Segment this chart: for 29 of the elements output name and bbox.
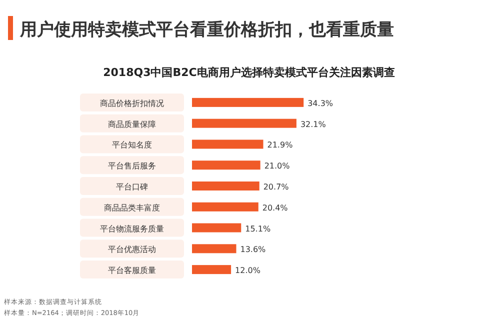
data-label: 20.4% [262, 203, 288, 212]
bar [192, 98, 304, 107]
y-tick-label: 平台口碑 [116, 182, 148, 192]
chart-title: 用户使用特卖模式平台看重价格折扣，也看重质量 [19, 20, 394, 40]
bar [192, 244, 236, 254]
bar [192, 182, 260, 190]
bar [192, 118, 296, 128]
bar [192, 160, 260, 170]
y-tick-label: 平台知名度 [112, 140, 152, 150]
y-tick-label: 平台客服质量 [108, 266, 156, 276]
y-tick-label: 平台优惠活动 [108, 245, 156, 254]
chart-subtitle: 2018Q3中国B2C电商用户选择特卖模式平台关注因素调查 [103, 66, 395, 79]
data-label: 21.0% [264, 162, 290, 171]
data-label: 34.3% [308, 98, 334, 108]
bar [192, 202, 258, 212]
data-label: 15.1% [245, 224, 271, 234]
data-label: 13.6% [240, 245, 266, 254]
data-label: 20.7% [263, 182, 290, 192]
data-label: 12.0% [235, 266, 261, 276]
bar [192, 223, 242, 232]
y-tick-label: 商品价格折扣情况 [100, 98, 164, 108]
y-tick-label: 平台售后服务 [108, 162, 156, 171]
bar [192, 265, 232, 274]
data-label: 32.1% [300, 120, 326, 129]
bar [192, 140, 264, 149]
y-tick-label: 平台物流服务质量 [100, 224, 164, 234]
y-tick-label: 商品品类丰富度 [104, 203, 160, 212]
y-tick-label: 商品质量保障 [108, 120, 156, 129]
data-label: 21.9% [267, 140, 294, 150]
